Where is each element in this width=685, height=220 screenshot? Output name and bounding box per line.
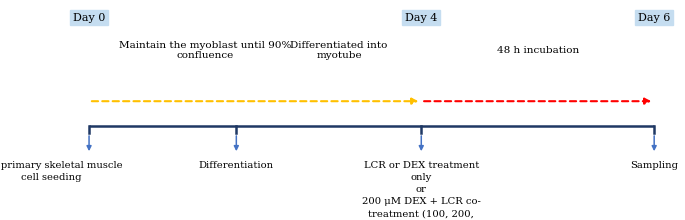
Text: LCR or DEX treatment
only
or
200 μM DEX + LCR co-
treatment (100, 200,
400 μg/ml: LCR or DEX treatment only or 200 μM DEX … [362,161,481,220]
Text: Differentiation: Differentiation [199,161,274,170]
Text: Day 4: Day 4 [405,13,438,23]
Text: 48 h incubation: 48 h incubation [497,46,579,55]
Text: Differentiated into
myotube: Differentiated into myotube [290,41,388,60]
Text: Day 0: Day 0 [73,13,105,23]
Text: Maintain the myoblast until 90%
confluence: Maintain the myoblast until 90% confluen… [119,41,292,60]
Text: Sampling: Sampling [630,161,678,170]
Text: Rat primary skeletal muscle
cell seeding: Rat primary skeletal muscle cell seeding [0,161,123,182]
Text: Day 6: Day 6 [638,13,671,23]
